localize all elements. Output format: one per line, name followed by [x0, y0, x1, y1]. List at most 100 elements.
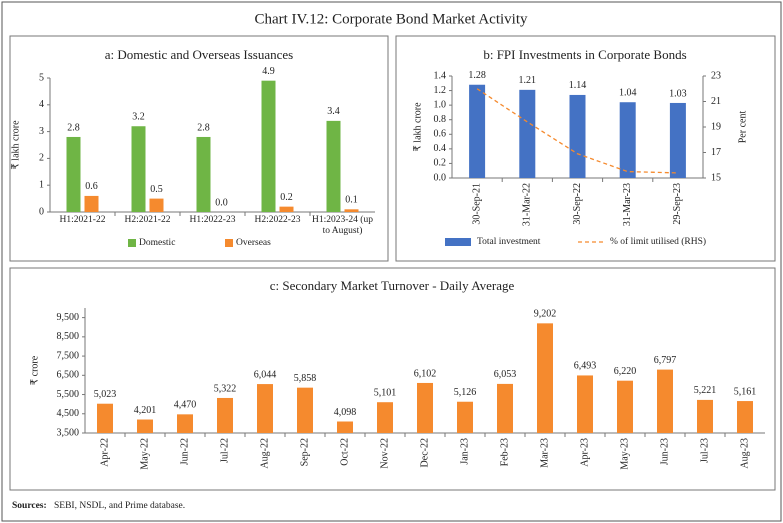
y2-tick-label: 19: [711, 121, 721, 132]
bar: [469, 84, 486, 178]
bar: [417, 382, 433, 433]
bar: [297, 387, 313, 433]
legend-swatch: [225, 239, 233, 247]
value-label: 2.8: [67, 122, 80, 133]
x-tick-label: H1:2022-23: [189, 215, 236, 225]
y-axis-label: ₹ lakh crore: [412, 102, 423, 152]
bar: [196, 136, 211, 212]
bar: [377, 402, 393, 433]
value-label: 3.4: [327, 106, 340, 117]
panel-title: b: FPI Investments in Corporate Bonds: [483, 47, 686, 62]
x-tick-label: Sep-22: [299, 438, 310, 466]
value-label: 5,126: [454, 387, 477, 398]
panel-title: a: Domestic and Overseas Issuances: [105, 47, 293, 62]
x-tick-label: Aug-23: [739, 438, 750, 469]
value-label: 1.03: [669, 88, 687, 99]
panel-border: [9, 267, 776, 491]
y-tick-label: 1.2: [434, 85, 447, 96]
bar: [217, 397, 233, 433]
y-tick-label: 1.0: [434, 99, 447, 110]
bar: [669, 102, 686, 178]
value-label: 0.1: [345, 195, 358, 206]
value-label: 1.21: [519, 75, 537, 86]
bar: [519, 89, 536, 178]
y2-tick-label: 15: [711, 172, 721, 183]
x-tick-label: 31-Mar-23: [622, 183, 633, 226]
y-tick-label: 1: [39, 179, 44, 190]
x-tick-label: Apr-22: [99, 438, 110, 467]
y-tick-label: 7,500: [57, 350, 80, 361]
y-tick-label: 3: [39, 126, 44, 137]
y-axis-label: ₹ crore: [29, 355, 40, 385]
bar: [257, 384, 273, 433]
y-tick-label: 0.4: [434, 143, 447, 154]
x-tick-label: May-23: [619, 438, 630, 470]
source: SEBI, NSDL, and Prime database.: [54, 501, 185, 511]
legend-label: Overseas: [236, 238, 271, 248]
value-label: 6,102: [414, 368, 437, 379]
x-tick-label: H1:2023-24 (up to August): [312, 215, 373, 236]
value-label: 0.0: [215, 197, 228, 208]
bar: [697, 399, 713, 433]
bar: [657, 369, 673, 433]
bar: [344, 209, 359, 212]
legend-label: % of limit utilised (RHS): [610, 236, 706, 247]
x-tick-label: Jul-23: [699, 438, 710, 463]
x-tick-label: May-22: [139, 438, 150, 470]
y-tick-label: 5: [39, 72, 44, 83]
line: [476, 88, 678, 174]
bar: [261, 80, 276, 213]
y-tick-label: 4,500: [57, 408, 80, 419]
bar: [137, 419, 153, 433]
x-tick-label: H2:2022-23: [254, 215, 301, 225]
value-label: 1.28: [468, 70, 486, 81]
bar: [337, 421, 353, 433]
x-tick-label: H2:2021-22: [124, 215, 171, 225]
y-tick-label: 6,500: [57, 370, 80, 381]
bar: [66, 136, 81, 212]
bar: [84, 195, 99, 212]
value-label: 5,322: [214, 383, 237, 394]
bar: [537, 323, 553, 433]
value-label: 5,023: [94, 389, 117, 400]
y-tick-label: 0.8: [434, 114, 447, 125]
x-tick-label: Jan-23: [459, 438, 470, 465]
value-label: 5,101: [374, 388, 397, 399]
value-label: 5,161: [734, 386, 757, 397]
value-label: 6,797: [654, 355, 677, 366]
x-tick-label: 30-Sep-21: [471, 183, 482, 225]
x-tick-label: H1:2021-22: [59, 215, 106, 225]
value-label: 1.04: [619, 88, 637, 99]
x-tick-label: 30-Sep-22: [572, 183, 583, 225]
value-label: 4.9: [262, 66, 275, 77]
y-tick-label: 1.4: [434, 70, 447, 81]
panel-border: [395, 35, 776, 262]
y2-tick-label: 23: [711, 70, 721, 81]
panel-border: [9, 35, 389, 262]
legend-label: Domestic: [139, 238, 175, 248]
x-tick-label: 31-Mar-22: [522, 183, 533, 226]
bar: [617, 380, 633, 433]
bar: [737, 401, 753, 433]
bar: [149, 198, 164, 212]
bar: [577, 375, 593, 433]
y2-tick-label: 21: [711, 96, 721, 107]
bar: [97, 403, 113, 433]
x-tick-label: Aug-22: [259, 438, 270, 469]
y-tick-label: 0.6: [434, 129, 447, 140]
y2-tick-label: 17: [711, 147, 721, 158]
bar: [497, 383, 513, 433]
value-label: 0.6: [85, 181, 98, 192]
y-tick-label: 8,500: [57, 331, 80, 342]
y-tick-label: 0.0: [434, 172, 447, 183]
bar: [279, 206, 294, 212]
legend-label: Total investment: [477, 237, 541, 247]
source-label: Sources:: [12, 501, 47, 511]
x-tick-label: Mar-23: [539, 438, 550, 468]
y-tick-label: 9,500: [57, 312, 80, 323]
value-label: 9,202: [534, 309, 557, 320]
bar: [177, 414, 193, 433]
y-tick-label: 0: [39, 206, 44, 217]
page-title: Chart IV.12: Corporate Bond Market Activ…: [254, 11, 528, 27]
